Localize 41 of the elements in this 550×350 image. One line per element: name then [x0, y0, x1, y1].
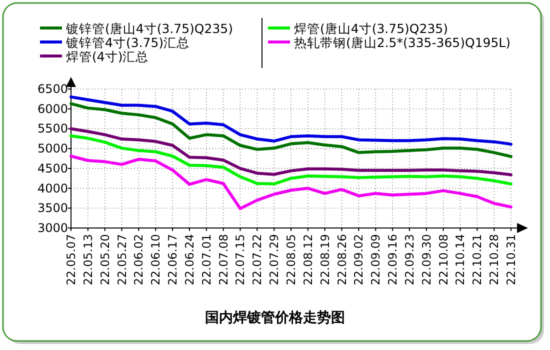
- x-tick-label: 22.09.02: [352, 234, 366, 286]
- x-tick-label: 22.06.24: [182, 234, 196, 286]
- legend-label: 焊管(唐山4寸(3.75)Q235): [294, 21, 448, 36]
- x-tick-label: 22.09.30: [419, 234, 434, 286]
- y-tick-label: 3500: [37, 201, 68, 216]
- x-tick-label: 22.10.21: [470, 234, 484, 286]
- x-tick-label: 22.10.31: [504, 234, 518, 286]
- y-tick-label: 4500: [37, 161, 68, 176]
- x-tick-label: 22.06.17: [166, 234, 180, 286]
- x-tick-label: 22.05.20: [98, 234, 112, 286]
- x-tick-label: 22.05.07: [64, 234, 78, 286]
- x-tick-label: 22.07.29: [267, 234, 282, 286]
- x-tick-label: 22.08.05: [284, 234, 298, 286]
- y-tick-label: 5000: [37, 142, 68, 156]
- legend-label: 热轧带钢(唐山2.5*(335-365)Q195L): [294, 35, 511, 50]
- x-tick-label: 22.07.01: [199, 234, 214, 286]
- x-tick-label: 22.07.22: [250, 234, 264, 286]
- y-tick-label: 6500: [37, 82, 68, 96]
- y-tick-label: 5500: [37, 122, 68, 136]
- x-tick-label: 22.07.08: [216, 234, 230, 286]
- legend-label: 焊管(4寸)汇总: [66, 49, 149, 64]
- x-tick-label: 22.09.09: [368, 234, 383, 286]
- y-tick-label: 4000: [37, 181, 68, 196]
- legend-label: 镀锌管(唐山4寸(3.75)Q235): [65, 21, 233, 36]
- legend-label: 镀锌管4寸(3.75)汇总: [65, 35, 190, 50]
- x-tick-label: 22.08.12: [300, 234, 315, 286]
- x-tick-label: 22.06.10: [148, 234, 163, 286]
- x-tick-label: 22.05.27: [114, 234, 129, 286]
- y-tick-label: 6000: [37, 102, 68, 116]
- x-tick-label: 22.10.08: [436, 234, 450, 286]
- x-tick-label: 22.08.19: [318, 234, 332, 286]
- x-tick-label: 22.09.16: [386, 234, 400, 286]
- y-tick-label: 3000: [37, 221, 68, 235]
- text: 国内焊镀管价格走势图: [205, 309, 345, 326]
- x-tick-label: 22.05.13: [80, 234, 95, 286]
- x-tick-label: 22.10.28: [487, 234, 502, 286]
- x-tick-label: 22.06.02: [132, 234, 146, 286]
- x-tick-label: 22.10.14: [453, 234, 468, 286]
- x-tick-label: 22.08.26: [334, 234, 349, 286]
- x-tick-label: 22.07.15: [233, 234, 248, 286]
- x-tick-label: 22.09.23: [402, 234, 416, 286]
